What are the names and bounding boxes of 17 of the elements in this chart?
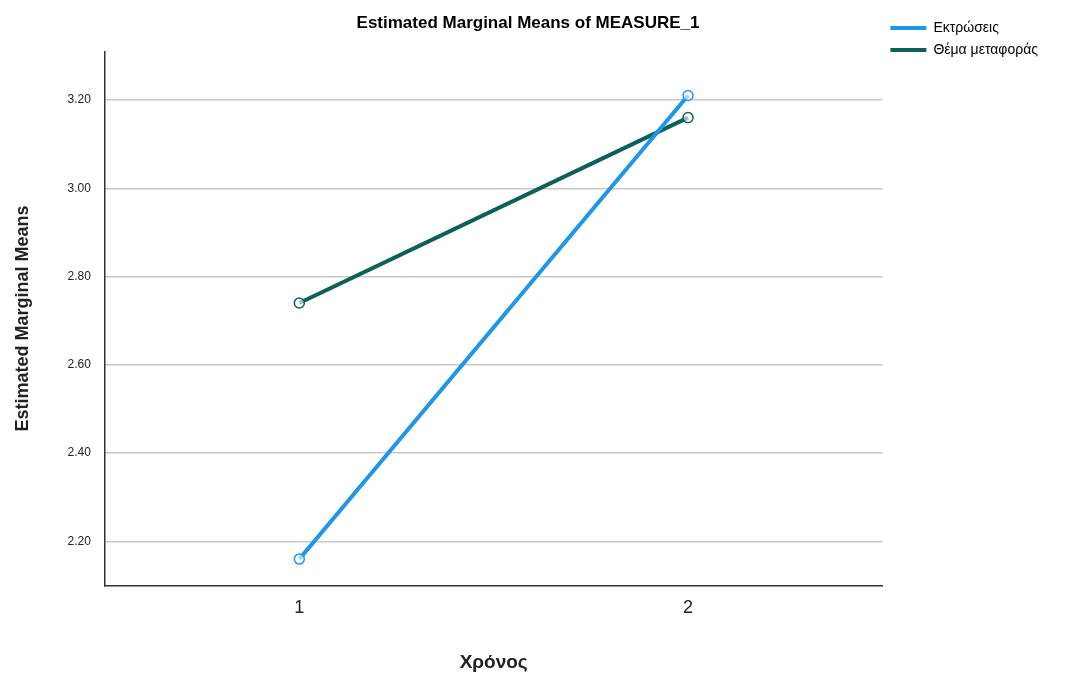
legend-label: Εκτρώσεις: [933, 18, 1000, 35]
chart-title: Estimated Marginal Means of MEASURE_1: [356, 12, 700, 32]
x-tick-label: 2: [683, 597, 694, 618]
x-axis-title: Χρόνος: [459, 650, 528, 672]
x-tick-label: 1: [294, 597, 305, 618]
y-tick-label: 2.20: [67, 533, 92, 548]
y-tick-label: 2.40: [67, 445, 92, 460]
y-axis-title: Estimated Marginal Means: [11, 205, 32, 432]
y-tick-label: 2.80: [67, 268, 92, 283]
y-tick-label: 2.60: [67, 357, 92, 372]
y-tick-label: 3.20: [67, 92, 92, 107]
legend-label: Θέμα μεταφοράς: [933, 40, 1039, 57]
point: [682, 89, 694, 102]
point: [293, 553, 306, 565]
y-tick-label: 3.00: [67, 180, 92, 195]
point: [293, 297, 306, 309]
point: [682, 111, 694, 124]
